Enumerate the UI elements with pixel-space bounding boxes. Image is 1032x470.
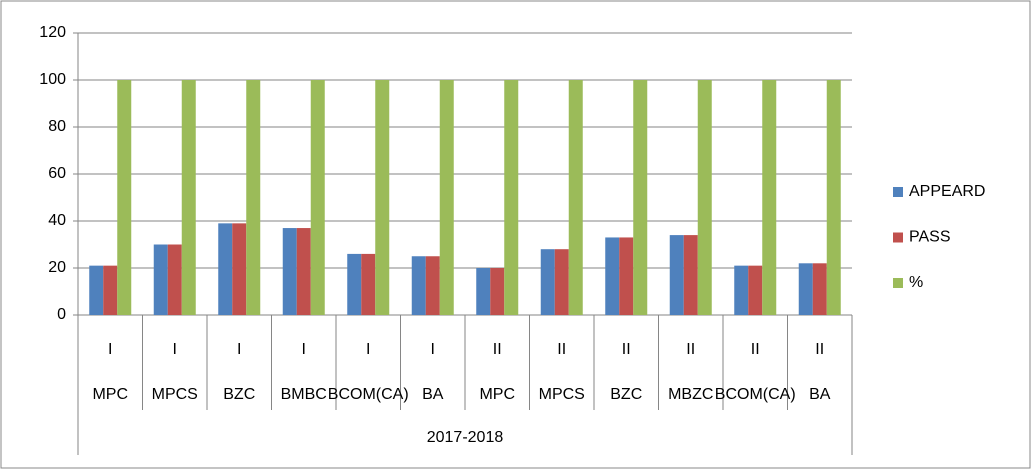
bar bbox=[748, 265, 763, 315]
bar bbox=[439, 80, 454, 315]
x-tick-label: MPC bbox=[479, 386, 515, 403]
bar bbox=[89, 265, 104, 315]
x-tick-label-year: II bbox=[493, 341, 502, 358]
bar bbox=[826, 80, 841, 315]
x-tick-label: BA bbox=[809, 386, 831, 403]
x-tick-label: MPC bbox=[92, 386, 128, 403]
bar bbox=[476, 268, 491, 315]
bar bbox=[734, 265, 749, 315]
x-tick-label-year: II bbox=[557, 341, 566, 358]
bar bbox=[361, 253, 376, 315]
legend-label: % bbox=[909, 274, 923, 291]
y-tick-label: 20 bbox=[48, 259, 66, 276]
bar bbox=[504, 80, 519, 315]
bar bbox=[762, 80, 777, 315]
bar bbox=[282, 228, 297, 315]
x-tick-label: BZC bbox=[223, 386, 255, 403]
legend-swatch bbox=[893, 278, 903, 288]
bar bbox=[181, 80, 196, 315]
y-tick-label: 100 bbox=[39, 71, 66, 88]
x-tick-label: BCOM(CA) bbox=[715, 386, 796, 403]
bar bbox=[669, 235, 684, 315]
bar bbox=[310, 80, 325, 315]
bar bbox=[490, 268, 505, 315]
y-tick-label: 60 bbox=[48, 165, 66, 182]
bar bbox=[153, 244, 168, 315]
bar bbox=[683, 235, 698, 315]
y-tick-label: 0 bbox=[57, 306, 66, 323]
x-tick-label-year: II bbox=[622, 341, 631, 358]
legend-swatch bbox=[893, 232, 903, 243]
x-tick-label-year: I bbox=[302, 341, 306, 358]
legend-label: PASS bbox=[909, 229, 951, 246]
bar bbox=[619, 237, 634, 315]
bar bbox=[540, 249, 555, 315]
bar bbox=[425, 256, 440, 315]
x-tick-label: BA bbox=[422, 386, 444, 403]
bar bbox=[246, 80, 261, 315]
x-tick-label-year: I bbox=[108, 341, 112, 358]
x-tick-label-year: I bbox=[173, 341, 177, 358]
bar bbox=[568, 80, 583, 315]
x-tick-label-year: I bbox=[237, 341, 241, 358]
x-tick-label-year: I bbox=[431, 341, 435, 358]
bar bbox=[697, 80, 712, 315]
legend-swatch bbox=[893, 187, 903, 197]
bar bbox=[218, 223, 233, 315]
bar bbox=[633, 80, 648, 315]
bar bbox=[296, 228, 311, 315]
x-tick-label-year: II bbox=[686, 341, 695, 358]
x-tick-label-year: II bbox=[815, 341, 824, 358]
x-tick-label: MPCS bbox=[539, 386, 585, 403]
legend-label: APPEARD bbox=[909, 183, 985, 200]
bar bbox=[605, 237, 620, 315]
bar bbox=[347, 253, 362, 315]
y-tick-label: 80 bbox=[48, 118, 66, 135]
x-tick-label: MBZC bbox=[668, 386, 713, 403]
bar bbox=[798, 263, 813, 315]
bar bbox=[167, 244, 182, 315]
bar bbox=[812, 263, 827, 315]
bar bbox=[103, 265, 118, 315]
x-tick-label: MPCS bbox=[152, 386, 198, 403]
bar bbox=[554, 249, 569, 315]
x-tick-label: BZC bbox=[610, 386, 642, 403]
bar bbox=[375, 80, 390, 315]
bar bbox=[117, 80, 132, 315]
x-tick-label: BCOM(CA) bbox=[328, 386, 409, 403]
x-tick-label-year: II bbox=[751, 341, 760, 358]
x-tick-label-year: I bbox=[366, 341, 370, 358]
bar bbox=[411, 256, 426, 315]
y-tick-label: 120 bbox=[39, 24, 66, 41]
y-tick-label: 40 bbox=[48, 212, 66, 229]
x-group-label: 2017-2018 bbox=[427, 429, 504, 446]
x-tick-label: BMBC bbox=[281, 386, 327, 403]
bar bbox=[232, 223, 247, 315]
